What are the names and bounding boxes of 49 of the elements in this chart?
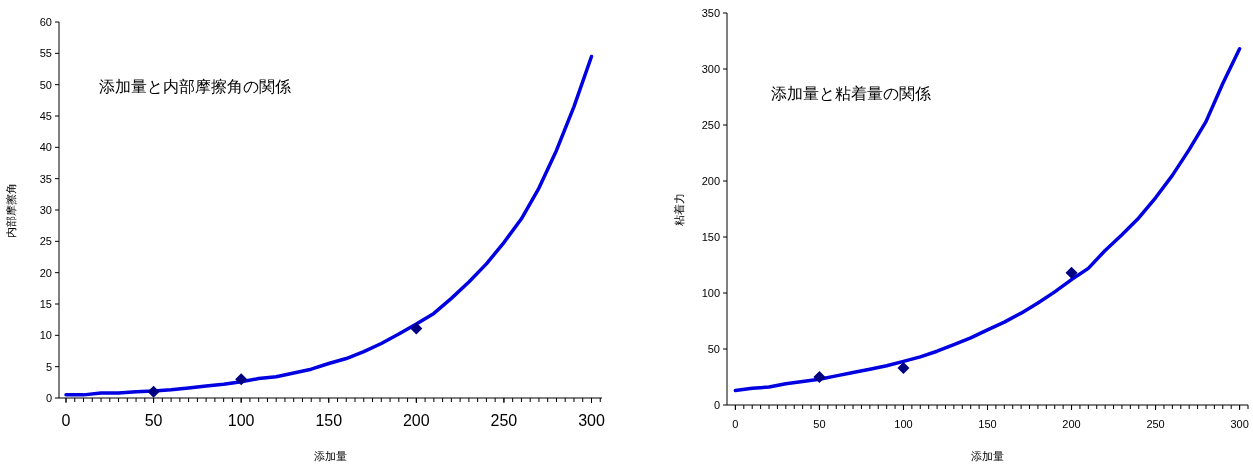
x-tick-label: 300: [578, 412, 605, 429]
x-tick-label: 150: [315, 412, 343, 429]
y-tick-label: 50: [39, 78, 52, 91]
y-tick-label: 40: [39, 141, 52, 154]
y-axis-title: 粘着力: [673, 192, 685, 226]
y-tick-label: 50: [707, 343, 720, 355]
x-tick-label: 100: [227, 412, 255, 429]
x-tick-label: 250: [1146, 418, 1165, 430]
x-tick-label: 50: [813, 418, 826, 430]
x-tick-label: 50: [144, 412, 163, 429]
x-tick-label: 100: [894, 418, 913, 430]
y-tick-label: 350: [701, 7, 720, 19]
text: 添加量と粘着量の関係: [771, 85, 931, 102]
y-tick-label: 300: [701, 63, 720, 75]
point: [1065, 266, 1078, 279]
x-tick-label: 300: [1230, 418, 1249, 430]
point: [897, 362, 910, 375]
point: [147, 385, 160, 398]
x-tick-label: 200: [1062, 418, 1081, 430]
point: [410, 322, 423, 335]
y-tick-label: 60: [39, 16, 52, 28]
y-tick-label: 100: [701, 287, 720, 299]
x-tick-label: 250: [490, 412, 518, 429]
point: [813, 371, 826, 383]
x-tick-label: 200: [402, 412, 430, 429]
line-series: [733, 47, 1242, 393]
y-tick-label: 250: [701, 119, 720, 131]
x-tick-label: 0: [732, 418, 739, 430]
y-tick-label: 15: [39, 298, 52, 310]
y-tick-label: 5: [45, 360, 52, 373]
x-tick-label: 0: [61, 412, 71, 429]
x-axis-title: 添加量: [314, 450, 347, 462]
y-tick-label: 35: [39, 172, 52, 185]
y-tick-label: 0: [45, 392, 52, 404]
x-tick-label: 150: [978, 418, 997, 430]
y-tick-label: 45: [39, 110, 52, 122]
y-tick-label: 55: [39, 47, 52, 60]
y-axis-title: 内部摩擦角: [5, 182, 17, 238]
y-tick-label: 0: [713, 399, 720, 411]
point: [235, 373, 248, 386]
y-tick-label: 30: [39, 204, 52, 216]
y-tick-label: 10: [39, 329, 52, 342]
y-tick-label: 200: [701, 175, 720, 187]
text: 添加量と内部摩擦角の関係: [99, 78, 291, 95]
x-axis-title: 添加量: [971, 450, 1004, 462]
line-series: [64, 54, 594, 397]
y-tick-label: 150: [701, 231, 720, 243]
y-tick-label: 20: [39, 266, 52, 279]
y-tick-label: 25: [39, 235, 52, 248]
